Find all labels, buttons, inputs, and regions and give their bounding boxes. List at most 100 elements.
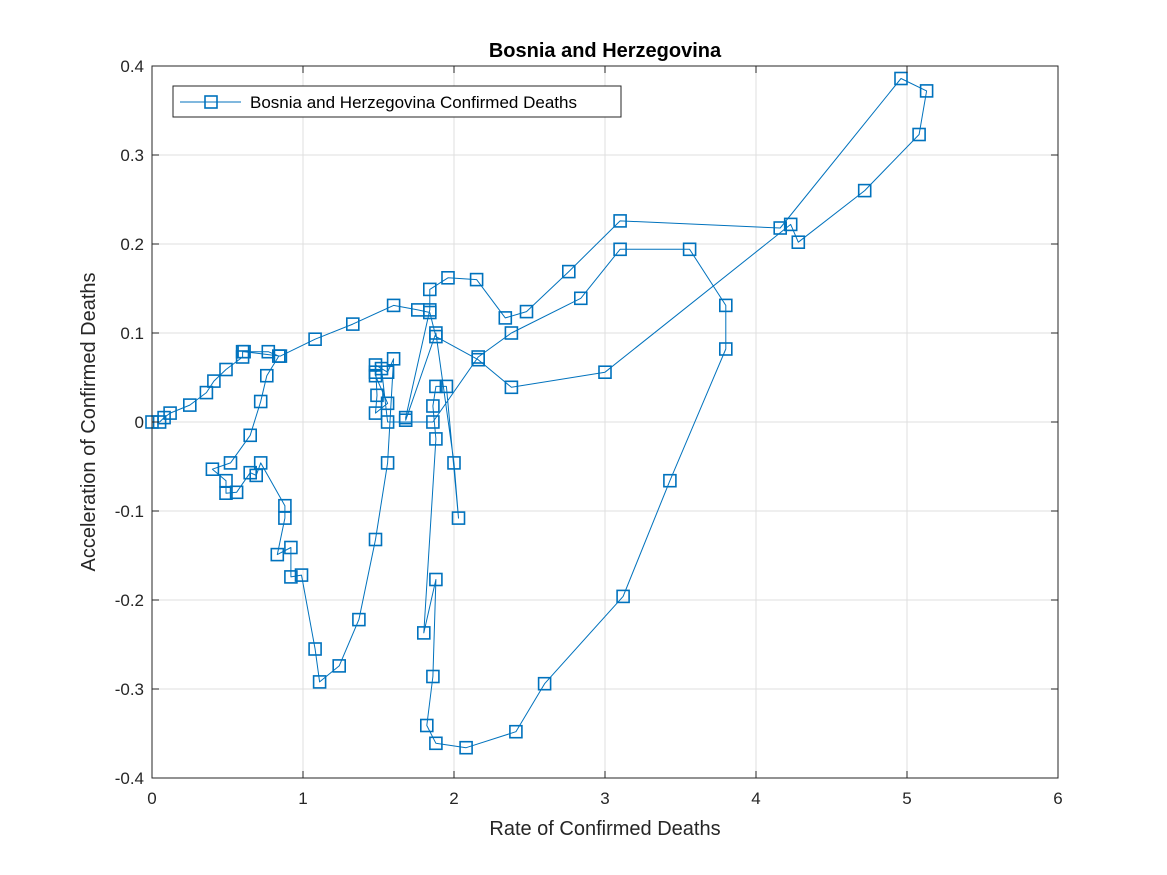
- data-point-marker: [380, 396, 395, 411]
- data-point-marker: [451, 511, 466, 525]
- data-point-marker: [426, 669, 440, 684]
- data-point-marker: [308, 332, 322, 347]
- data-point-marker: [199, 385, 214, 400]
- data-point-marker: [419, 718, 434, 733]
- data-point-marker: [294, 568, 309, 582]
- data-point-marker: [429, 329, 443, 344]
- y-tick-label: -0.2: [115, 591, 144, 610]
- data-point-marker: [243, 428, 257, 443]
- y-tick-label: -0.1: [115, 502, 144, 521]
- x-tick-label: 3: [600, 789, 609, 808]
- data-point-marker: [368, 406, 383, 420]
- data-point-marker: [332, 659, 347, 673]
- data-point-marker: [613, 242, 627, 257]
- data-point-marker: [207, 374, 221, 388]
- data-point-marker: [352, 612, 366, 627]
- data-point-marker: [561, 264, 576, 279]
- data-point-marker: [504, 326, 519, 340]
- data-point-marker: [598, 365, 612, 380]
- data-point-marker: [504, 380, 519, 395]
- data-point-marker: [791, 235, 806, 249]
- data-point-marker: [219, 486, 233, 501]
- data-point-marker: [416, 626, 431, 640]
- x-tick-label: 2: [449, 789, 458, 808]
- data-point-marker: [380, 456, 395, 470]
- data-point-marker: [422, 282, 437, 297]
- axes: 0 1 2 3 4 5 6 -0.4 -0.3 -0.2 -0.1 0 0.1 0.2 0.3 0.4: [115, 57, 1063, 808]
- data-point-marker: [386, 351, 401, 366]
- data-point-marker: [616, 589, 630, 604]
- data-point-marker: [410, 303, 425, 317]
- data-point-marker: [219, 362, 233, 377]
- data-point-marker: [253, 456, 268, 470]
- data-point-marker: [894, 71, 908, 86]
- data-point-marker: [773, 221, 788, 235]
- data-point-marker: [270, 547, 285, 562]
- data-point-marker: [613, 214, 627, 228]
- data-point-marker: [429, 432, 443, 446]
- data-point-marker: [441, 270, 455, 285]
- y-tick-label: 0.2: [120, 235, 144, 254]
- x-tick-label: 4: [751, 789, 760, 808]
- data-point-marker: [459, 740, 473, 755]
- data-point-marker: [429, 379, 443, 394]
- data-point-marker: [426, 399, 440, 413]
- y-tick-label: 0.4: [120, 57, 144, 76]
- data-point-marker: [398, 410, 413, 425]
- data-point-marker: [509, 724, 523, 739]
- data-point-marker: [386, 298, 401, 313]
- data-point-marker: [259, 368, 274, 383]
- data-point-marker: [912, 127, 926, 142]
- data-point-marker: [429, 736, 443, 751]
- data-point-marker: [205, 462, 220, 477]
- data-point-marker: [682, 242, 697, 257]
- data-point-marker: [537, 676, 552, 691]
- data-point-marker: [229, 485, 244, 500]
- data-point-marker: [284, 570, 298, 584]
- y-tick-label: -0.4: [115, 769, 144, 788]
- data-point-marker: [223, 456, 238, 470]
- x-axis-label: Rate of Confirmed Deaths: [489, 818, 720, 840]
- data-point-marker: [573, 291, 588, 306]
- x-tick-label: 0: [147, 789, 156, 808]
- data-point-marker: [718, 342, 733, 356]
- data-point-marker: [308, 642, 322, 656]
- data-point-marker: [426, 415, 440, 429]
- data-point-marker: [273, 349, 288, 363]
- series-line: [152, 78, 928, 749]
- y-tick-label: 0: [135, 413, 144, 432]
- x-tick-label: 5: [902, 789, 911, 808]
- data-layer: [145, 71, 934, 755]
- data-point-marker: [469, 272, 484, 287]
- data-point-marker: [471, 352, 486, 367]
- data-point-marker: [278, 511, 292, 525]
- data-point-marker: [284, 540, 298, 555]
- data-point-marker: [439, 379, 454, 394]
- data-point-marker: [498, 311, 513, 325]
- data-point-marker: [183, 398, 197, 412]
- y-tick-label: 0.1: [120, 324, 144, 343]
- chart-title: Bosnia and Herzegovina: [489, 40, 722, 62]
- y-tick-label: -0.3: [115, 680, 144, 699]
- x-tick-label: 1: [298, 789, 307, 808]
- data-point-marker: [370, 388, 384, 403]
- data-point-marker: [783, 217, 798, 232]
- data-point-marker: [519, 304, 534, 319]
- data-point-marker: [429, 572, 443, 587]
- data-point-marker: [374, 361, 389, 376]
- data-point-marker: [312, 675, 327, 689]
- data-point-marker: [718, 298, 733, 313]
- data-point-marker: [345, 317, 360, 331]
- data-point-marker: [919, 84, 934, 98]
- data-point-marker: [253, 394, 268, 409]
- x-tick-label: 6: [1053, 789, 1062, 808]
- data-point-marker: [368, 532, 383, 547]
- data-point-marker: [163, 406, 177, 420]
- data-point-marker: [237, 344, 251, 359]
- y-axis-label: Acceleration of Confirmed Deaths: [78, 272, 100, 571]
- legend[interactable]: Bosnia and Herzegovina Confirmed Deaths: [172, 85, 622, 118]
- legend-square-marker-icon: [204, 95, 218, 109]
- legend-box: [172, 85, 622, 118]
